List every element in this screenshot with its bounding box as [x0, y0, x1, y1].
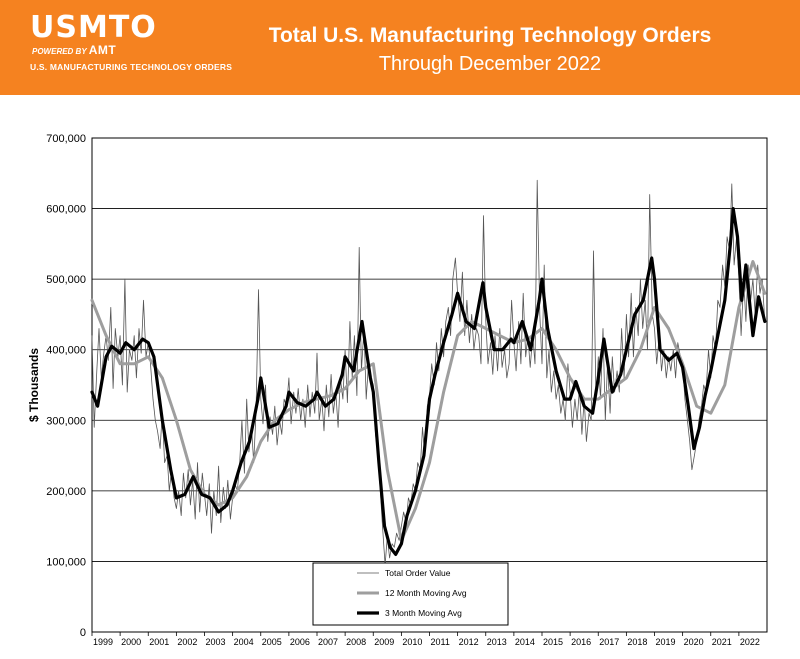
- legend-label: 3 Month Moving Avg: [385, 608, 462, 618]
- x-tick-label: 2009: [374, 637, 394, 647]
- header-banner: USMTO POWERED BY AMT U.S. MANUFACTURING …: [0, 0, 800, 95]
- usmto-logo: USMTO POWERED BY AMT U.S. MANUFACTURING …: [30, 10, 233, 73]
- x-tick-label: 2006: [290, 637, 310, 647]
- x-tick-label: 2007: [318, 637, 338, 647]
- logo-wordmark: USMTO: [30, 10, 157, 45]
- legend-box: [312, 562, 509, 626]
- legend-label: 12 Month Moving Avg: [385, 588, 467, 598]
- x-tick-label: 2003: [206, 637, 226, 647]
- y-tick-label: 600,000: [46, 204, 86, 216]
- y-tick-label: 200,000: [46, 486, 86, 498]
- page-subtitle: Through December 2022: [378, 53, 602, 75]
- x-tick-label: 2012: [459, 637, 479, 647]
- chart-series: [90, 179, 767, 566]
- x-tick-label: 2013: [487, 637, 507, 647]
- x-tick-label: 2022: [740, 637, 760, 647]
- x-tick-label: 2005: [262, 637, 282, 647]
- y-tick-label: 0: [80, 627, 86, 639]
- x-tick-label: 2019: [656, 637, 676, 647]
- x-axis-ticks: 1999 2000 2001 2002 2003 2004 2005 2006 2007 2008…: [91, 632, 760, 647]
- x-tick-label: 2017: [599, 637, 619, 647]
- x-tick-label: 2008: [346, 637, 366, 647]
- y-tick-label: 700,000: [46, 133, 86, 145]
- logo-amt: AMT: [88, 43, 117, 57]
- y-tick-label: 300,000: [46, 415, 86, 427]
- x-tick-label: 2001: [149, 637, 169, 647]
- x-tick-label: 2018: [627, 637, 647, 647]
- logo-powered-by: POWERED BY AMT: [32, 44, 232, 58]
- orders-line-chart: 0 100,000 200,000 300,000 400,000 500,000 600,…: [27, 133, 768, 647]
- series-3-month-moving-avg: [90, 207, 767, 556]
- x-tick-label: 1999: [93, 637, 113, 647]
- x-tick-label: 2015: [543, 637, 563, 647]
- x-tick-label: 2010: [402, 637, 422, 647]
- x-tick-label: 2000: [121, 637, 141, 647]
- logo-powered-text: POWERED BY: [32, 47, 87, 56]
- x-tick-label: 2016: [571, 637, 591, 647]
- chart-title-block: Total U.S. Manufacturing Technology Orde…: [260, 22, 720, 78]
- chart-legend: Total Order Value 12 Month Moving Avg 3 Mo…: [312, 562, 509, 626]
- y-axis-ticks: 0 100,000 200,000 300,000 400,000 500,000 600,…: [46, 133, 86, 639]
- x-tick-label: 2002: [177, 637, 197, 647]
- x-tick-label: 2011: [431, 637, 450, 647]
- chart-grid: [91, 137, 768, 633]
- y-tick-label: 500,000: [46, 274, 86, 286]
- logo-tagline: U.S. MANUFACTURING TECHNOLOGY ORDERS: [30, 62, 233, 72]
- page-title: Total U.S. Manufacturing Technology Orde…: [268, 24, 712, 47]
- x-tick-label: 2004: [234, 637, 254, 647]
- y-tick-label: 100,000: [46, 556, 86, 568]
- plot-frame: [91, 137, 768, 633]
- x-tick-label: 2014: [515, 637, 535, 647]
- series-total-order-value: [91, 179, 766, 566]
- y-tick-label: 400,000: [46, 345, 86, 357]
- legend-label: Total Order Value: [385, 568, 451, 578]
- y-axis-label: $ Thousands: [27, 348, 41, 422]
- x-tick-label: 2021: [712, 637, 732, 647]
- x-tick-label: 2020: [684, 637, 704, 647]
